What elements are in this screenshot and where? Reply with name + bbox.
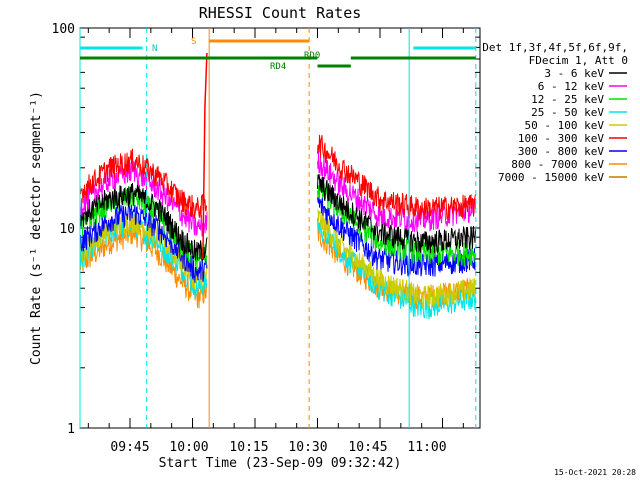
annotation-label-s: S (191, 37, 196, 47)
x-tick-label: 10:15 (229, 440, 268, 455)
timestamp: 15-Oct-2021 20:28 (554, 468, 636, 477)
y-tick-label: 10 (59, 222, 75, 237)
series-line (79, 211, 208, 291)
series-line (79, 202, 208, 283)
legend-entry-label: 12 - 25 keV (531, 93, 604, 106)
legend-entry-label: 800 - 7000 keV (511, 158, 604, 171)
attenuator-flags (79, 28, 477, 428)
flare-spike (202, 52, 208, 259)
legend: Det 1f,3f,4f,5f,6f,9f, FDecim 1, Att 0 3… (482, 41, 628, 184)
legend-entry-label: 6 - 12 keV (538, 80, 605, 93)
series-line (317, 173, 476, 254)
legend-entry-label: 7000 - 15000 keV (498, 171, 604, 184)
legend-entry-label: 100 - 300 keV (518, 132, 604, 145)
y-axis-title: Count Rate (s⁻¹ detector segment⁻¹) (29, 91, 44, 365)
annotation-label-rd4: RD4 (270, 62, 286, 72)
annotation-label-n: N (152, 44, 157, 54)
series-line (79, 148, 207, 219)
legend-header-line1: Det 1f,3f,4f,5f,6f,9f, (482, 41, 628, 54)
x-tick-label: 11:00 (407, 440, 446, 455)
x-tick-label: 10:30 (288, 440, 327, 455)
chart-title: RHESSI Count Rates (199, 4, 362, 22)
y-tick-label: 1 (67, 422, 75, 437)
legend-entry-label: 25 - 50 keV (531, 106, 604, 119)
x-tick-label: 10:45 (348, 440, 387, 455)
series-layer (79, 52, 476, 320)
legend-entry-label: 300 - 800 keV (518, 145, 604, 158)
series-line (317, 196, 476, 277)
legend-entry-label: 3 - 6 keV (544, 67, 604, 80)
x-tick-label: 10:00 (169, 440, 208, 455)
series-line (317, 209, 476, 309)
axis-ticks (80, 27, 480, 429)
annotation-label-rd0: RD0 (304, 51, 320, 61)
y-tick-label: 100 (52, 22, 75, 37)
legend-header-line2: FDecim 1, Att 0 (529, 54, 628, 67)
legend-entry-label: 50 - 100 keV (525, 119, 605, 132)
x-tick-label: 09:45 (110, 440, 149, 455)
series-line (317, 134, 476, 221)
series-line (79, 182, 208, 261)
x-axis-title: Start Time (23-Sep-09 09:32:42) (159, 456, 402, 471)
